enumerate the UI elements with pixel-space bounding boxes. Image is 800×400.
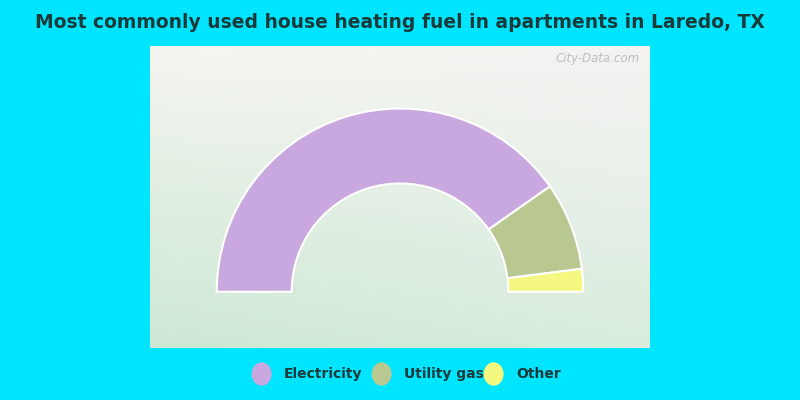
Ellipse shape	[371, 362, 392, 386]
Ellipse shape	[483, 362, 504, 386]
Ellipse shape	[251, 362, 271, 386]
Wedge shape	[489, 186, 582, 278]
Text: Electricity: Electricity	[284, 367, 362, 381]
Text: Most commonly used house heating fuel in apartments in Laredo, TX: Most commonly used house heating fuel in…	[35, 14, 765, 32]
Text: City-Data.com: City-Data.com	[556, 52, 640, 65]
Wedge shape	[507, 269, 583, 292]
Wedge shape	[217, 108, 550, 292]
Text: Utility gas: Utility gas	[404, 367, 484, 381]
Text: Other: Other	[516, 367, 561, 381]
